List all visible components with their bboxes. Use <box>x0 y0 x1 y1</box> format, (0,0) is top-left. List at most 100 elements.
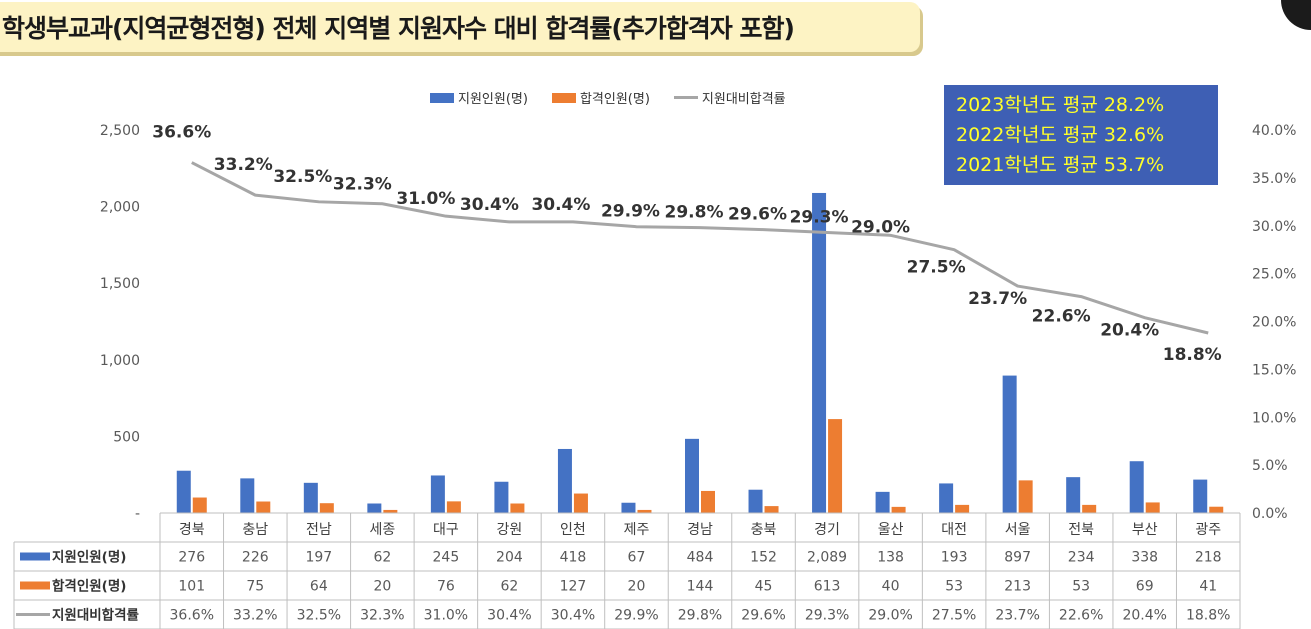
bar-applicants <box>367 503 382 513</box>
table-cell: 20 <box>373 579 391 595</box>
table-cell: 101 <box>178 579 205 595</box>
legend-item-rate: 지원대비합격률 <box>673 88 786 107</box>
table-cell: 204 <box>496 550 523 566</box>
bar-admitted <box>446 501 461 513</box>
y-left-tick-label: 500 <box>113 429 140 445</box>
average-box: 2023학년도 평균 28.2% 2022학년도 평균 32.6% 2021학년… <box>944 85 1218 185</box>
bar-admitted <box>510 503 525 513</box>
category-label: 제주 <box>624 522 650 538</box>
legend-swatch-applicants <box>430 92 454 103</box>
bar-admitted <box>1082 504 1097 513</box>
category-label: 전남 <box>306 522 332 538</box>
average-2023: 2023학년도 평균 28.2% <box>956 94 1165 116</box>
y-left-tick-label: 1,000 <box>100 353 140 369</box>
category-label: 경기 <box>814 522 840 538</box>
table-cell: 41 <box>1199 579 1217 595</box>
bar-applicants <box>1002 375 1017 513</box>
category-label: 강원 <box>497 522 523 538</box>
table-cell: 20 <box>628 579 646 595</box>
table-cell: 29.6% <box>741 608 785 624</box>
bar-admitted <box>764 506 779 513</box>
legend-swatch-admitted <box>551 92 576 103</box>
category-label: 충남 <box>242 522 268 538</box>
table-cell: 53 <box>1072 579 1090 595</box>
bar-admitted <box>1145 502 1160 513</box>
table-cell: 22.6% <box>1059 608 1103 624</box>
title-banner: 학생부교과(지역균형전형) 전체 지역별 지원자수 대비 합격률(추가합격자 포… <box>0 2 920 52</box>
table-cell: 75 <box>246 579 264 595</box>
category-label: 울산 <box>878 522 904 538</box>
category-label: 대구 <box>433 522 459 538</box>
table-swatch-applicants <box>20 552 50 561</box>
bar-applicants <box>557 448 572 513</box>
bar-applicants <box>1066 477 1081 513</box>
category-label: 광주 <box>1195 522 1221 538</box>
bar-admitted <box>319 503 334 513</box>
table-cell: 18.8% <box>1186 608 1230 624</box>
table-cell: 138 <box>877 550 904 566</box>
y-right-tick-label: 0.0% <box>1252 506 1288 522</box>
table-cell: 152 <box>750 550 777 566</box>
table-cell: 36.6% <box>170 608 214 624</box>
table-cell: 29.0% <box>868 608 912 624</box>
bar-admitted <box>891 506 906 513</box>
table-cell: 234 <box>1068 550 1095 566</box>
table-cell: 245 <box>433 550 460 566</box>
bar-applicants <box>176 470 191 513</box>
table-cell: 31.0% <box>424 608 468 624</box>
legend-item-applicants: 지원인원(명) <box>430 88 528 107</box>
table-cell: 897 <box>1004 550 1031 566</box>
legend: 지원인원(명) 합격인원(명) 지원대비합격률 <box>430 88 786 107</box>
bar-applicants <box>812 192 827 513</box>
table-cell: 418 <box>560 550 587 566</box>
rate-data-label: 32.5% <box>273 167 332 187</box>
table-cell: 40 <box>882 579 900 595</box>
table-cell: 45 <box>755 579 773 595</box>
table-cell: 76 <box>437 579 455 595</box>
rate-data-label: 29.3% <box>790 207 849 227</box>
legend-item-admitted: 합격인원(명) <box>551 88 650 107</box>
bar-admitted <box>1209 506 1224 513</box>
bar-admitted <box>637 509 652 513</box>
bar-admitted <box>828 419 843 513</box>
bar-applicants <box>939 483 954 513</box>
rate-data-label: 29.0% <box>851 217 910 237</box>
bar-admitted <box>383 509 398 513</box>
rate-data-label: 36.6% <box>152 123 211 143</box>
bar-applicants <box>748 489 763 513</box>
rate-data-label: 29.9% <box>601 202 660 222</box>
rate-data-label: 18.8% <box>1163 345 1222 365</box>
category-label: 경남 <box>687 522 713 538</box>
table-cell: 213 <box>1004 579 1031 595</box>
table-cell: 62 <box>500 579 518 595</box>
bar-applicants <box>494 481 509 513</box>
table-swatch-admitted <box>20 581 50 590</box>
table-cell: 32.5% <box>297 608 341 624</box>
bar-applicants <box>685 438 699 513</box>
rate-data-label: 29.6% <box>728 205 787 225</box>
table-cell: 29.3% <box>805 608 849 624</box>
table-cell: 32.3% <box>360 608 404 624</box>
table-cell: 127 <box>560 579 587 595</box>
bar-applicants <box>430 475 445 513</box>
table-cell: 62 <box>373 550 391 566</box>
table-row-header-admitted: 합격인원(명) <box>52 578 126 595</box>
table-cell: 64 <box>310 579 328 595</box>
y-right-tick-label: 15.0% <box>1252 362 1296 378</box>
table-cell: 276 <box>178 550 205 566</box>
table-cell: 33.2% <box>233 608 277 624</box>
y-left-tick-label: 1,500 <box>100 276 140 292</box>
bar-admitted <box>701 490 715 513</box>
y-right-tick-label: 25.0% <box>1252 267 1296 283</box>
category-label: 인천 <box>560 522 586 538</box>
y-left-tick-label: 2,500 <box>100 123 140 139</box>
category-label: 서울 <box>1005 522 1031 538</box>
bar-applicants <box>621 502 636 513</box>
y-left-tick-label: 2,000 <box>100 200 140 216</box>
category-label: 전북 <box>1068 522 1094 538</box>
bar-admitted <box>573 493 588 513</box>
rate-data-label: 32.3% <box>333 175 392 195</box>
rate-data-label: 30.4% <box>460 195 519 215</box>
table-cell: 484 <box>687 550 714 566</box>
